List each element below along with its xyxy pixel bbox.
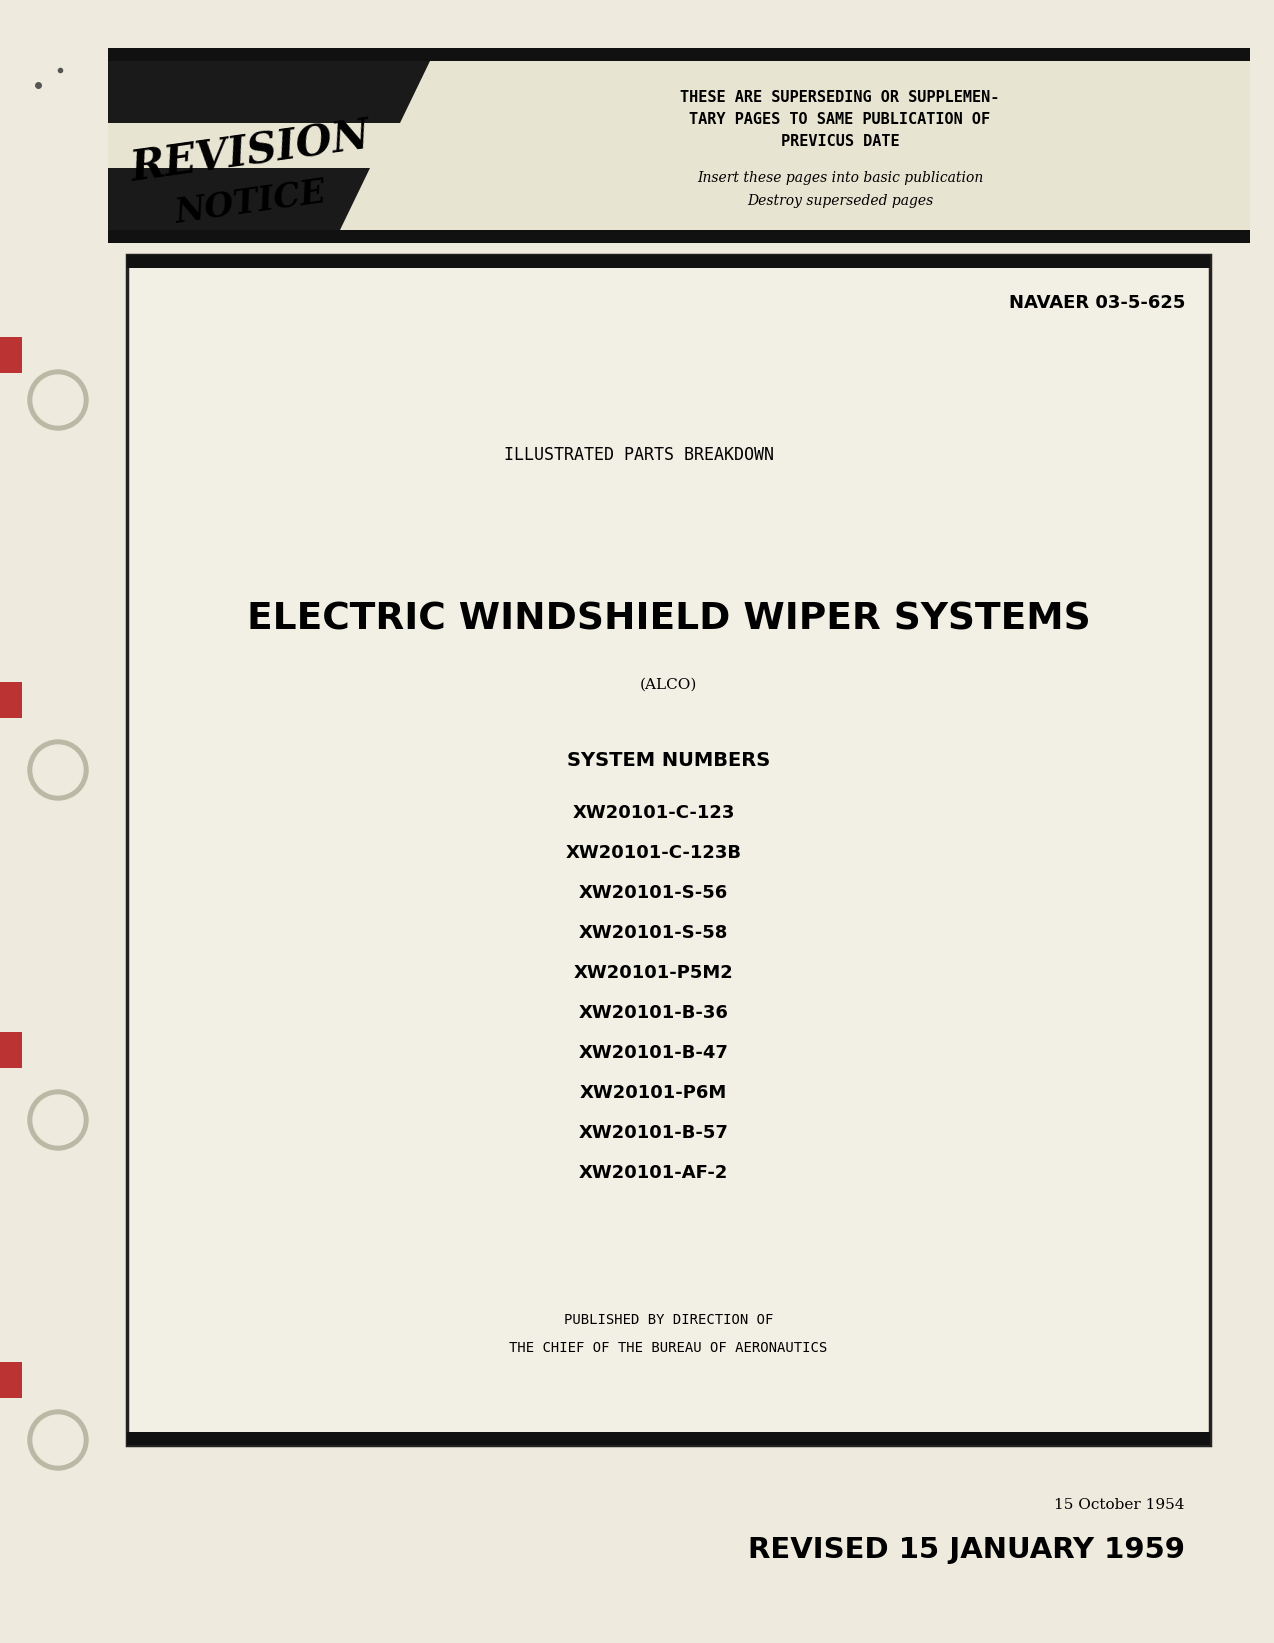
- Circle shape: [33, 744, 83, 795]
- Text: PUBLISHED BY DIRECTION OF: PUBLISHED BY DIRECTION OF: [564, 1313, 773, 1328]
- Text: 15 October 1954: 15 October 1954: [1055, 1498, 1185, 1512]
- Text: XW20101-S-58: XW20101-S-58: [578, 923, 729, 941]
- Circle shape: [33, 1415, 83, 1466]
- Text: XW20101-B-57: XW20101-B-57: [578, 1124, 729, 1142]
- Bar: [0, 337, 22, 373]
- Bar: [108, 230, 1250, 243]
- Text: (ALCO): (ALCO): [640, 679, 697, 692]
- Circle shape: [28, 370, 88, 430]
- Bar: [0, 1362, 22, 1398]
- Polygon shape: [108, 168, 369, 230]
- Circle shape: [28, 1089, 88, 1150]
- Circle shape: [28, 739, 88, 800]
- Text: ELECTRIC WINDSHIELD WIPER SYSTEMS: ELECTRIC WINDSHIELD WIPER SYSTEMS: [247, 601, 1091, 637]
- Polygon shape: [108, 61, 431, 123]
- Bar: [0, 1032, 22, 1068]
- Bar: [127, 1433, 1210, 1444]
- Bar: [0, 682, 22, 718]
- Text: Destroy superseded pages: Destroy superseded pages: [747, 194, 933, 209]
- Text: XW20101-P6M: XW20101-P6M: [580, 1084, 727, 1102]
- Circle shape: [28, 1410, 88, 1470]
- Text: THESE ARE SUPERSEDING OR SUPPLEMEN-: THESE ARE SUPERSEDING OR SUPPLEMEN-: [680, 90, 1000, 105]
- Text: REVISION: REVISION: [127, 115, 373, 191]
- Circle shape: [33, 375, 83, 426]
- Text: XW20101-B-36: XW20101-B-36: [578, 1004, 729, 1022]
- Text: NOTICE: NOTICE: [173, 176, 329, 230]
- Text: XW20101-B-47: XW20101-B-47: [578, 1043, 729, 1061]
- Bar: [108, 48, 1250, 243]
- Bar: [127, 255, 1210, 268]
- Text: THE CHIEF OF THE BUREAU OF AERONAUTICS: THE CHIEF OF THE BUREAU OF AERONAUTICS: [510, 1341, 828, 1355]
- Text: TARY PAGES TO SAME PUBLICATION OF: TARY PAGES TO SAME PUBLICATION OF: [689, 112, 991, 128]
- Circle shape: [33, 1094, 83, 1145]
- Text: Insert these pages into basic publication: Insert these pages into basic publicatio…: [697, 171, 984, 186]
- Text: XW20101-P5M2: XW20101-P5M2: [573, 964, 734, 983]
- Text: XW20101-C-123: XW20101-C-123: [572, 803, 735, 822]
- Text: PREVICUS DATE: PREVICUS DATE: [781, 135, 899, 150]
- Text: ILLUSTRATED PARTS BREAKDOWN: ILLUSTRATED PARTS BREAKDOWN: [503, 445, 773, 463]
- Text: SYSTEM NUMBERS: SYSTEM NUMBERS: [567, 751, 769, 769]
- Text: NAVAER 03-5-625: NAVAER 03-5-625: [1009, 294, 1185, 312]
- Text: XW20101-C-123B: XW20101-C-123B: [566, 845, 741, 863]
- Bar: [127, 255, 1210, 1444]
- Bar: [108, 48, 1250, 61]
- Text: XW20101-S-56: XW20101-S-56: [578, 884, 729, 902]
- Text: REVISED 15 JANUARY 1959: REVISED 15 JANUARY 1959: [748, 1536, 1185, 1564]
- Text: XW20101-AF-2: XW20101-AF-2: [578, 1163, 729, 1181]
